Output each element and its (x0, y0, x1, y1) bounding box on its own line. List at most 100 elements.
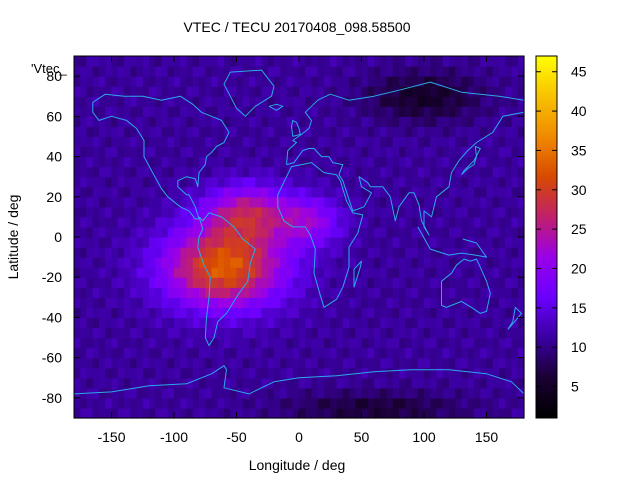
heatmap-cell (480, 176, 488, 188)
heatmap-cell (442, 387, 450, 399)
heatmap-cell (486, 327, 494, 339)
heatmap-cell (311, 56, 319, 67)
heatmap-cell (211, 156, 219, 168)
heatmap-cell (355, 307, 363, 319)
heatmap-cell (467, 317, 475, 329)
heatmap-cell (230, 116, 238, 127)
heatmap-cell (399, 277, 406, 288)
heatmap-cell (249, 327, 256, 339)
heatmap-cell (480, 237, 488, 248)
heatmap-cell (424, 146, 431, 158)
heatmap-cell (124, 176, 131, 188)
heatmap-cell (311, 146, 319, 158)
heatmap-cell (124, 106, 131, 117)
heatmap-cell (142, 307, 150, 319)
heatmap-cell (111, 186, 119, 198)
heatmap-cell (305, 337, 313, 349)
heatmap-cell (99, 186, 106, 198)
heatmap-cell (392, 146, 400, 158)
heatmap-cell (474, 377, 481, 389)
heatmap-cell (192, 96, 200, 107)
heatmap-cell (374, 237, 381, 248)
heatmap-cell (117, 277, 125, 288)
heatmap-cell (199, 387, 206, 399)
heatmap-cell (411, 216, 419, 228)
heatmap-cell (249, 106, 256, 117)
heatmap-cell (349, 407, 356, 419)
heatmap-cell (236, 367, 244, 379)
heatmap-cell (180, 337, 188, 349)
heatmap-cell (224, 327, 231, 339)
heatmap-cell (455, 267, 463, 278)
heatmap-cell (461, 86, 469, 97)
heatmap-cell (80, 116, 88, 127)
heatmap-cell (492, 106, 500, 117)
heatmap-cell (442, 146, 450, 158)
heatmap-cell (386, 247, 394, 258)
heatmap-cell (86, 287, 94, 298)
heatmap-cell (461, 96, 469, 107)
heatmap-cell (192, 317, 200, 329)
heatmap-cell (155, 56, 163, 67)
heatmap-cell (130, 287, 138, 298)
heatmap-cell (461, 206, 469, 218)
heatmap-cell (92, 317, 100, 329)
heatmap-cell (292, 206, 300, 218)
heatmap-cell (367, 307, 375, 319)
heatmap-cell (74, 116, 81, 127)
heatmap-cell (92, 76, 100, 87)
heatmap-cell (180, 206, 188, 218)
heatmap-cell (492, 317, 500, 329)
heatmap-cell (224, 337, 231, 349)
heatmap-cell (249, 347, 256, 359)
heatmap-cell (324, 267, 331, 278)
heatmap-cell (174, 377, 181, 389)
heatmap-cell (374, 247, 381, 258)
heatmap-cell (374, 146, 381, 158)
heatmap-cell (405, 397, 413, 409)
heatmap-cell (467, 116, 475, 127)
heatmap-cell (355, 206, 363, 218)
heatmap-cell (124, 86, 131, 97)
heatmap-cell (399, 66, 406, 77)
heatmap-cell (142, 277, 150, 288)
heatmap-cell (442, 206, 450, 218)
heatmap-cell (80, 76, 88, 87)
heatmap-cell (130, 297, 138, 308)
heatmap-cell (511, 96, 519, 107)
heatmap-cell (174, 297, 181, 308)
heatmap-cell (217, 337, 225, 349)
heatmap-cell (199, 86, 206, 97)
heatmap-cell (130, 116, 138, 127)
heatmap-cell (417, 56, 425, 67)
heatmap-cell (480, 166, 488, 178)
heatmap-cell (449, 297, 456, 308)
heatmap-cell (486, 387, 494, 399)
heatmap-cell (242, 226, 250, 238)
heatmap-cell (92, 297, 100, 308)
heatmap-cell (142, 387, 150, 399)
heatmap-cell (155, 216, 163, 228)
heatmap-cell (392, 367, 400, 379)
heatmap-cell (430, 66, 438, 77)
heatmap-cell (330, 387, 338, 399)
heatmap-cell (86, 146, 94, 158)
heatmap-cell (311, 387, 319, 399)
heatmap-cell (486, 166, 494, 178)
heatmap-cell (211, 166, 219, 178)
heatmap-cell (299, 257, 306, 268)
heatmap-cell (311, 237, 319, 248)
heatmap-cell (355, 196, 363, 208)
heatmap-cell (317, 156, 325, 168)
heatmap-cell (349, 186, 356, 198)
heatmap-cell (92, 116, 100, 127)
heatmap-cell (124, 337, 131, 349)
heatmap-cell (111, 146, 119, 158)
heatmap-cell (224, 56, 231, 67)
heatmap-cell (255, 66, 263, 77)
heatmap-cell (486, 146, 494, 158)
heatmap-cell (111, 176, 119, 188)
y-tick-label: -20 (42, 269, 62, 285)
heatmap-cell (342, 237, 350, 248)
